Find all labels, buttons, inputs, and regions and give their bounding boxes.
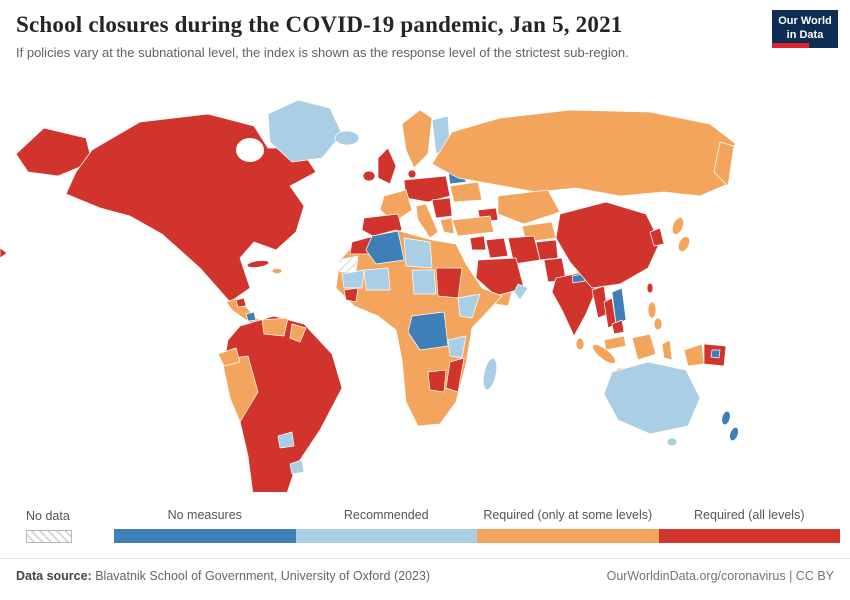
map-region-mauritania[interactable] [341, 269, 365, 289]
map-region-honduras[interactable] [235, 297, 247, 308]
map-region-sulawesi[interactable] [661, 339, 673, 361]
map-region-uruguay[interactable] [289, 459, 305, 475]
map-region-balkans[interactable] [431, 197, 453, 219]
map-region-new-zealand-north[interactable] [720, 410, 731, 426]
data-source-text: Blavatnik School of Government, Universi… [91, 569, 431, 583]
legend-item-recommended[interactable]: Recommended [295, 508, 477, 543]
data-source: Data source: Blavatnik School of Governm… [16, 569, 430, 583]
map-region-mozambique[interactable] [445, 357, 465, 393]
legend-item-required-some[interactable]: Required (only at some levels) [477, 508, 659, 543]
map-region-saudi-arabia[interactable] [475, 257, 525, 297]
map-region-ukraine[interactable] [449, 181, 483, 203]
map-region-libya[interactable] [403, 237, 433, 269]
map-region-nicaragua[interactable] [245, 311, 257, 322]
map-region-iceland[interactable] [334, 130, 360, 146]
legend-no-data-label: No data [26, 509, 70, 523]
map-region-paraguay[interactable] [277, 431, 295, 449]
map-region-afghanistan[interactable] [535, 239, 559, 261]
map-region-kamchatka[interactable] [713, 141, 735, 187]
legend-item-label: Required (all levels) [694, 508, 805, 522]
map-region-guyana-suriname[interactable] [289, 323, 307, 343]
map-region-norway-sweden[interactable] [401, 109, 433, 169]
map-region-tanzania[interactable] [447, 335, 467, 359]
legend-item-swatch[interactable] [295, 529, 477, 543]
map-region-kazakhstan[interactable] [497, 189, 561, 225]
world-map-container [0, 92, 850, 541]
map-region-ecuador[interactable] [217, 347, 241, 367]
legend-item-swatch[interactable] [114, 529, 296, 543]
map-legend: No data No measures Recommended Required… [0, 508, 850, 543]
owid-logo-red-bar [772, 43, 809, 48]
legend-color-bar: No measures Recommended Required (only a… [114, 508, 840, 543]
map-region-syria-levant[interactable] [469, 235, 487, 251]
map-region-united-kingdom[interactable] [377, 147, 397, 185]
map-region-zimbabwe-botswana[interactable] [427, 369, 447, 393]
map-region-malaysia[interactable] [603, 335, 627, 351]
map-region-cuba[interactable] [246, 259, 270, 268]
map-region-hispaniola[interactable] [271, 268, 283, 274]
map-region-tasmania[interactable] [666, 437, 678, 447]
map-region-sumatra[interactable] [590, 341, 618, 366]
chart-footer: Data source: Blavatnik School of Governm… [0, 558, 850, 583]
map-region-philippines-mindanao[interactable] [653, 317, 663, 331]
map-region-oman[interactable] [513, 283, 529, 301]
map-region-peru[interactable] [221, 355, 259, 423]
legend-no-data-swatch[interactable] [26, 530, 72, 543]
legend-item-swatch[interactable] [658, 529, 840, 543]
world-choropleth-map[interactable] [0, 92, 850, 541]
page-subtitle: If policies vary at the subnational leve… [16, 45, 629, 61]
legend-item-label: Recommended [343, 508, 429, 522]
map-region-sri-lanka[interactable] [575, 337, 585, 351]
map-region-france[interactable] [379, 189, 413, 223]
legend-item-required-all[interactable]: Required (all levels) [658, 508, 840, 543]
map-region-iraq[interactable] [485, 237, 509, 259]
hudson-bay [236, 138, 264, 162]
map-region-left-edge-sliver [0, 247, 8, 259]
map-region-png-patch[interactable] [710, 349, 721, 359]
map-region-italy[interactable] [415, 203, 439, 239]
map-region-cambodia[interactable] [611, 319, 625, 335]
legend-no-data[interactable]: No data [26, 509, 114, 543]
map-region-mali[interactable] [363, 267, 391, 291]
map-region-australia[interactable] [603, 361, 701, 435]
map-region-greece[interactable] [439, 217, 455, 235]
map-region-china-mongolia[interactable] [555, 201, 661, 289]
map-region-sudan[interactable] [435, 267, 463, 299]
map-region-japan-kyushu[interactable] [676, 235, 692, 254]
map-region-borneo[interactable] [631, 333, 657, 361]
map-region-guinea[interactable] [343, 287, 359, 303]
map-region-ethiopia[interactable] [457, 293, 481, 319]
map-region-chad[interactable] [411, 269, 437, 295]
owid-logo[interactable]: Our World in Data [772, 10, 838, 48]
map-region-new-zealand-south[interactable] [728, 426, 740, 442]
data-source-label: Data source: [16, 569, 92, 583]
page-title: School closures during the COVID-19 pand… [16, 12, 623, 37]
chart-header: School closures during the COVID-19 pand… [16, 12, 760, 62]
legend-item-label: Required (only at some levels) [483, 508, 653, 522]
map-region-greenland[interactable] [267, 99, 343, 163]
legend-item-label: No measures [167, 508, 242, 522]
map-region-taiwan[interactable] [646, 282, 654, 294]
owid-logo-line1: Our World [778, 15, 832, 27]
map-region-dr-congo[interactable] [407, 311, 449, 351]
map-region-denmark[interactable] [407, 169, 417, 179]
map-region-madagascar[interactable] [481, 357, 499, 391]
owid-logo-line2: in Data [786, 28, 824, 41]
map-region-west-papua[interactable] [683, 343, 705, 367]
legend-item-swatch[interactable] [477, 529, 659, 543]
credit-link[interactable]: OurWorldinData.org/coronavirus | CC BY [606, 569, 834, 583]
map-region-korea[interactable] [649, 227, 665, 247]
legend-item-no-measures[interactable]: No measures [114, 508, 296, 543]
map-region-japan-honshu[interactable] [670, 216, 686, 236]
map-region-vietnam-laos[interactable] [611, 287, 627, 325]
map-region-turkey[interactable] [451, 215, 495, 237]
map-region-algeria[interactable] [365, 230, 405, 265]
map-region-philippines-luzon[interactable] [647, 301, 657, 319]
map-region-germany-poland[interactable] [403, 175, 451, 203]
map-region-venezuela[interactable] [261, 317, 289, 337]
map-region-ireland[interactable] [362, 170, 376, 182]
